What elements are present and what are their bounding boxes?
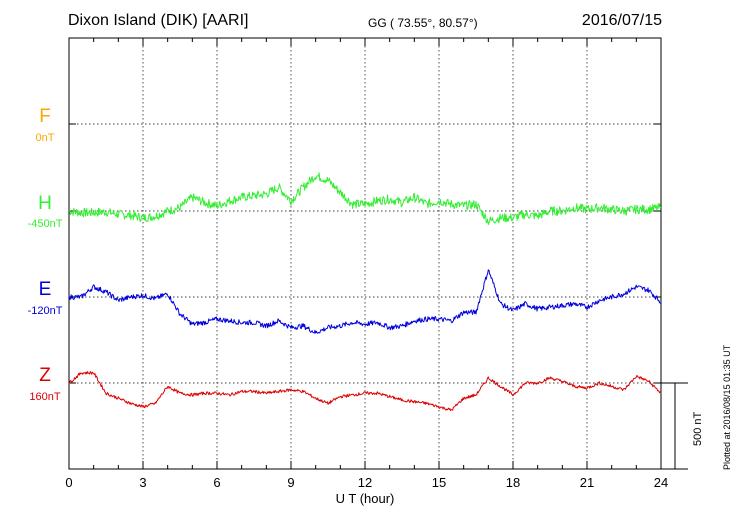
component-Z-baseline: 160nT xyxy=(29,391,61,403)
component-Z-label: Z xyxy=(39,365,51,386)
component-E-baseline: -120nT xyxy=(27,305,63,317)
x-tick-label: 12 xyxy=(358,475,372,490)
series-line-E xyxy=(68,269,662,334)
scale-bar-label: 500 nT xyxy=(692,411,704,446)
x-tick-label: 24 xyxy=(654,475,668,490)
date-label: 2016/07/15 xyxy=(581,12,662,29)
x-tick-label: 18 xyxy=(506,475,520,490)
geographic-coords: GG ( 73.55°, 80.57°) xyxy=(368,16,478,30)
x-tick-label: 3 xyxy=(139,475,146,490)
series-line-H xyxy=(68,172,662,226)
x-tick-label: 21 xyxy=(580,475,594,490)
component-F-label: F xyxy=(39,106,51,127)
component-E-label: E xyxy=(38,279,52,300)
x-tick-label: 15 xyxy=(432,475,446,490)
x-tick-label: 0 xyxy=(65,475,72,490)
plotted-timestamp: Plotted at 2016/08/15 01:35 UT xyxy=(722,344,730,470)
component-H-label: H xyxy=(38,193,52,214)
component-F-baseline: 0nT xyxy=(35,132,55,144)
component-H-baseline: -450nT xyxy=(27,218,63,230)
x-tick-label: 6 xyxy=(213,475,220,490)
x-tick-label: 9 xyxy=(287,475,294,490)
series-line-Z xyxy=(68,371,662,412)
x-axis-label: U T (hour) xyxy=(336,491,395,506)
station-title: Dixon Island (DIK) [AARI] xyxy=(68,12,249,29)
